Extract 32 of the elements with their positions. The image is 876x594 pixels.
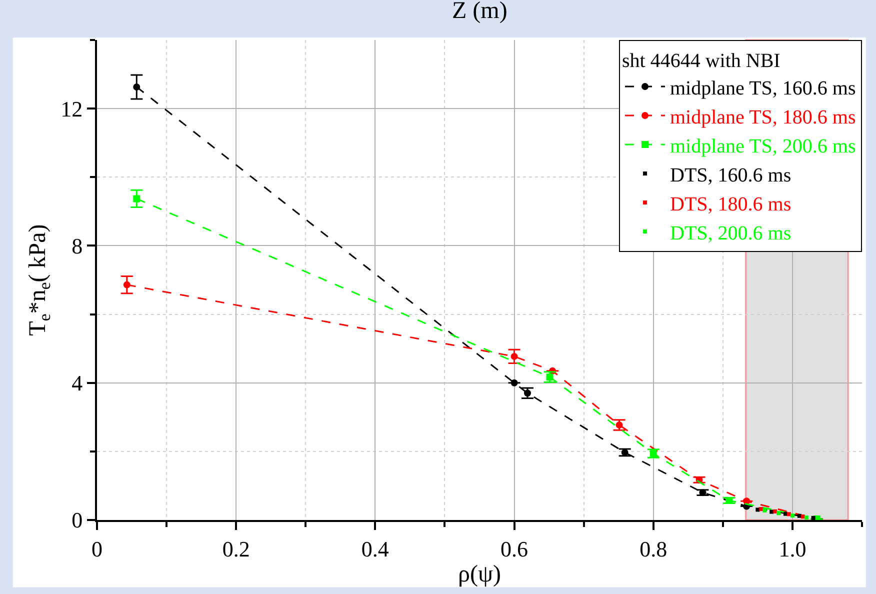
legend-label: DTS, 180.6 ms — [670, 193, 792, 216]
point — [510, 379, 518, 386]
point — [762, 508, 767, 512]
x-tick-label: 1.0 — [778, 536, 806, 562]
legend-label: DTS, 200.6 ms — [670, 222, 792, 244]
legend-label: midplane TS, 180.6 ms — [670, 106, 856, 128]
point — [621, 448, 628, 456]
point — [790, 514, 794, 518]
point — [699, 489, 706, 496]
x-axis-title: ρ(ψ) — [458, 561, 501, 588]
x-tick-label: 0.2 — [222, 536, 250, 562]
x-tick-label: 0.4 — [361, 536, 389, 562]
point — [133, 83, 140, 90]
point — [800, 514, 805, 519]
legend-label: midplane TS, 200.6 ms — [670, 135, 856, 158]
point — [804, 516, 808, 520]
x-tick-label: 0 — [92, 536, 102, 562]
y-tick-label: 4 — [72, 370, 83, 396]
point — [759, 507, 764, 512]
legend-label: midplane TS, 160.6 ms — [670, 77, 856, 100]
point — [811, 516, 816, 520]
point — [773, 509, 778, 514]
x-tick-label: 0.6 — [500, 536, 528, 562]
point — [786, 512, 791, 516]
legend-label: DTS, 160.6 ms — [670, 164, 792, 186]
point — [776, 511, 781, 516]
text: Z (m) — [452, 0, 508, 24]
x-tick-label: 0.8 — [640, 536, 668, 562]
y-tick-label: 0 — [72, 508, 83, 533]
y-tick-label: 12 — [60, 96, 83, 122]
legend-title: sht 44644 with NBI — [622, 50, 780, 72]
y-tick-label: 8 — [72, 233, 83, 258]
